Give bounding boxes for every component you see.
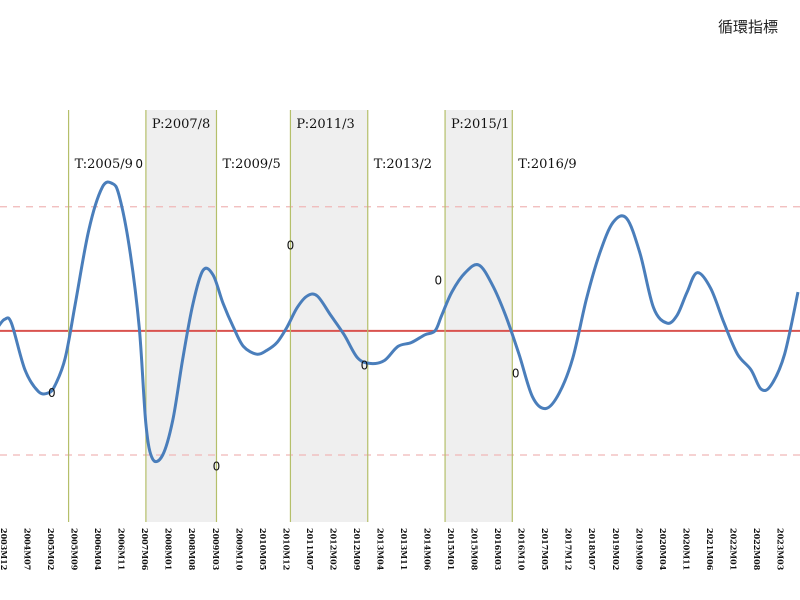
turning-point-label-6: 0 [512,366,520,380]
x-tick-label-20: 2015M08 [470,528,480,571]
x-tick-label-17: 2013M11 [399,528,409,570]
x-tick-label-21: 2016M03 [493,528,503,571]
x-tick-label-4: 2006M04 [93,528,103,571]
phase-label-6: T:2016/9 [518,157,576,172]
x-tick-label-15: 2012M09 [352,528,362,571]
contraction-shade-0 [145,110,217,522]
x-axis-tick-labels: 2003M12 2004M07 2005M02 2005M09 2006M04 2006M… [0,528,800,571]
phase-label-1: P:2007/8 [152,117,210,132]
x-tick-label-32: 2022M08 [752,528,762,571]
x-tick-label-2: 2005M02 [46,528,56,570]
turning-point-label-2: 0 [213,460,221,474]
cyclical-indicator-line [0,180,800,464]
x-tick-label-10: 2009M10 [234,528,244,571]
x-tick-label-28: 2020M04 [658,528,668,571]
phase-label-5: P:2015/1 [451,117,509,132]
x-tick-label-11: 2010M05 [258,528,268,570]
turning-point-label-5: 0 [435,273,443,287]
phase-lines-layer: T:2005/9 P:2007/8 T:2009/5 P:2011/3 T:2013/2… [67,110,577,522]
x-tick-label-16: 2013M04 [376,528,386,571]
x-tick-label-1: 2004M07 [23,528,33,570]
reference-lines-layer [0,206,800,456]
x-tick-label-6: 2007M06 [140,528,150,571]
phase-label-3: P:2011/3 [296,117,354,132]
x-tick-label-26: 2019M02 [611,528,621,570]
x-tick-label-29: 2020M11 [681,528,691,570]
phase-label-2: T:2009/5 [222,157,280,172]
x-tick-label-13: 2011M07 [305,528,315,570]
x-tick-label-9: 2009M03 [211,528,221,571]
x-tick-label-18: 2014M06 [423,528,433,571]
x-tick-label-23: 2017M05 [540,528,550,570]
x-tick-label-0: 2003M12 [0,528,9,570]
x-tick-label-25: 2018M07 [587,528,597,570]
x-tick-label-7: 2008M01 [164,528,174,570]
x-tick-label-24: 2017M12 [564,528,574,570]
phase-label-4: T:2013/2 [374,157,432,172]
x-tick-label-14: 2012M02 [328,528,338,570]
contraction-shade-1 [290,110,368,522]
x-tick-label-27: 2019M09 [634,528,644,571]
x-tick-label-33: 2023M03 [776,528,786,571]
turning-point-label-0: 0 [48,386,56,400]
x-tick-label-30: 2021M06 [705,528,715,571]
x-tick-label-12: 2010M12 [281,528,291,570]
turning-point-label-1: 0 [135,157,143,171]
contraction-shading-layer [145,110,513,522]
x-tick-label-31: 2022M01 [728,528,738,570]
contraction-shade-2 [445,110,513,522]
x-tick-label-8: 2008M08 [187,528,197,571]
x-tick-label-3: 2005M09 [70,528,80,571]
turning-point-label-4: 0 [361,359,369,373]
turning-point-labels-layer: 0 0 0 0 0 0 0 [48,157,520,474]
phase-label-0: T:2005/9 [75,157,133,172]
x-tick-label-22: 2016M10 [517,528,527,571]
series-layer [0,180,800,464]
turning-point-label-3: 0 [287,238,295,252]
x-tick-label-19: 2015M01 [446,528,456,570]
chart-title: 循環指標 [718,18,778,36]
x-tick-label-5: 2006M11 [117,528,127,570]
